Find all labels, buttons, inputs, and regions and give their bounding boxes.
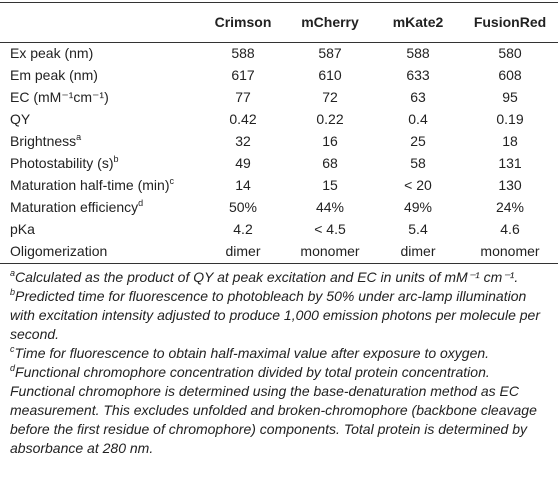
cell-value: 588 bbox=[406, 45, 430, 61]
footnote-text: Time for fluorescence to obtain half-max… bbox=[14, 345, 490, 361]
cell-value: 18 bbox=[502, 133, 518, 149]
cell-value: monomer bbox=[480, 243, 540, 259]
row-label: EC (mM⁻¹cm⁻¹) bbox=[10, 87, 109, 107]
cell-value: 63 bbox=[410, 89, 426, 105]
footnote-text: Functional chromophore concentration div… bbox=[10, 364, 537, 456]
cell-value: 68 bbox=[322, 155, 338, 171]
cell-value: 58 bbox=[410, 155, 426, 171]
cell-value: 610 bbox=[318, 67, 342, 83]
cell-value: 14 bbox=[235, 177, 251, 193]
cell-value: 25 bbox=[410, 133, 426, 149]
cell-value: < 20 bbox=[404, 177, 432, 193]
cell-value: < 4.5 bbox=[314, 221, 346, 237]
row-label-text: Maturation half-time (min) bbox=[10, 177, 170, 193]
cell-value: 130 bbox=[498, 177, 522, 193]
cell-value: dimer bbox=[400, 243, 436, 259]
footnote-marker: c bbox=[10, 344, 15, 354]
cell-value: 617 bbox=[231, 67, 255, 83]
header-rule bbox=[0, 42, 558, 43]
row-label-text: Oligomerization bbox=[10, 243, 108, 259]
cell-value: 15 bbox=[322, 177, 338, 193]
footnote-text: Calculated as the product of QY at peak … bbox=[15, 269, 519, 285]
cell-value: 5.4 bbox=[408, 221, 428, 237]
column-header: mCherry bbox=[301, 14, 359, 30]
row-label-text: pKa bbox=[10, 221, 35, 237]
cell-value: 0.22 bbox=[316, 111, 344, 127]
cell-value: 16 bbox=[322, 133, 338, 149]
column-header: Crimson bbox=[214, 14, 272, 30]
top-rule bbox=[0, 2, 558, 3]
cell-value: 49% bbox=[403, 199, 433, 215]
column-header: mKate2 bbox=[392, 14, 444, 30]
row-label: Maturation efficiencyd bbox=[10, 197, 143, 217]
row-label-text: Ex peak (nm) bbox=[10, 45, 94, 61]
row-label: Photostability (s)b bbox=[10, 153, 119, 173]
note-marker: c bbox=[169, 176, 175, 186]
note-marker: d bbox=[138, 198, 144, 208]
cell-value: 0.19 bbox=[496, 111, 524, 127]
cell-value: 50% bbox=[228, 199, 258, 215]
row-label: Em peak (nm) bbox=[10, 65, 98, 85]
row-label: pKa bbox=[10, 219, 35, 239]
cell-value: 44% bbox=[315, 199, 345, 215]
footnote: aCalculated as the product of QY at peak… bbox=[10, 268, 550, 287]
footnote-marker: b bbox=[10, 287, 16, 297]
row-label-text: Brightness bbox=[10, 133, 77, 149]
row-label: Oligomerization bbox=[10, 241, 107, 261]
cell-value: 608 bbox=[498, 67, 522, 83]
row-label-text: Maturation efficiency bbox=[10, 199, 139, 215]
note-marker: b bbox=[113, 154, 119, 164]
row-label-text: QY bbox=[10, 111, 31, 127]
row-label-text: EC (mM⁻¹cm⁻¹) bbox=[10, 89, 109, 105]
footnote: bPredicted time for fluorescence to phot… bbox=[10, 287, 550, 344]
bottom-rule bbox=[0, 263, 558, 264]
cell-value: 4.2 bbox=[233, 221, 253, 237]
row-label: Ex peak (nm) bbox=[10, 43, 93, 63]
row-label-text: Photostability (s) bbox=[10, 155, 114, 171]
cell-value: 588 bbox=[231, 45, 255, 61]
cell-value: dimer bbox=[225, 243, 261, 259]
note-marker: a bbox=[76, 132, 82, 142]
row-label: Maturation half-time (min)c bbox=[10, 175, 174, 195]
cell-value: 4.6 bbox=[500, 221, 520, 237]
cell-value: 0.42 bbox=[229, 111, 257, 127]
cell-value: 580 bbox=[498, 45, 522, 61]
cell-value: 32 bbox=[235, 133, 251, 149]
column-header: FusionRed bbox=[473, 14, 547, 30]
footnote-marker: a bbox=[10, 268, 16, 278]
cell-value: 131 bbox=[498, 155, 522, 171]
cell-value: 95 bbox=[502, 89, 518, 105]
cell-value: 0.4 bbox=[408, 111, 428, 127]
cell-value: 72 bbox=[322, 89, 338, 105]
row-label: Brightnessa bbox=[10, 131, 81, 151]
footnote: cTime for fluorescence to obtain half-ma… bbox=[10, 344, 550, 363]
cell-value: 49 bbox=[235, 155, 251, 171]
cell-value: monomer bbox=[300, 243, 360, 259]
row-label: QY bbox=[10, 109, 30, 129]
footnote: dFunctional chromophore concentration di… bbox=[10, 363, 550, 458]
cell-value: 24% bbox=[495, 199, 525, 215]
row-label-text: Em peak (nm) bbox=[10, 67, 98, 83]
cell-value: 633 bbox=[406, 67, 430, 83]
footnotes: aCalculated as the product of QY at peak… bbox=[10, 268, 550, 458]
cell-value: 587 bbox=[318, 45, 342, 61]
footnote-text: Predicted time for fluorescence to photo… bbox=[10, 288, 540, 342]
cell-value: 77 bbox=[235, 89, 251, 105]
footnote-marker: d bbox=[10, 363, 16, 373]
